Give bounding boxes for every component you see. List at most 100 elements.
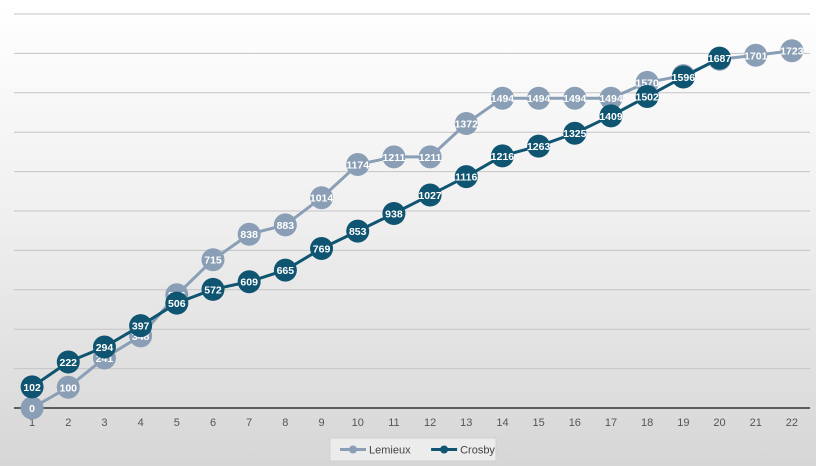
data-point xyxy=(382,145,406,169)
legend-marker xyxy=(349,445,357,454)
x-tick-label: 20 xyxy=(713,417,725,429)
data-label: 1494 xyxy=(599,93,623,105)
legend-item-lemieux: Lemieux xyxy=(340,445,411,457)
x-tick-label: 18 xyxy=(641,417,653,429)
data-point xyxy=(273,258,297,282)
data-label: 1701 xyxy=(744,50,768,62)
data-label: 1027 xyxy=(418,190,442,202)
data-label: 609 xyxy=(240,277,258,289)
legend-box xyxy=(329,437,497,462)
data-label: 1570 xyxy=(636,77,660,89)
data-point xyxy=(744,43,768,67)
x-tick-label: 19 xyxy=(677,417,689,429)
data-label: 1211 xyxy=(383,152,406,164)
data-label: 1687 xyxy=(708,53,732,65)
data-label: 1216 xyxy=(491,151,515,163)
data-label: 1372 xyxy=(455,118,479,130)
x-tick-label: 4 xyxy=(138,417,144,429)
data-label: 1174 xyxy=(346,160,369,172)
data-point xyxy=(56,375,80,399)
data-label: 102 xyxy=(23,382,41,394)
data-label: 1211 xyxy=(419,152,442,164)
x-tick-label: 16 xyxy=(569,417,581,429)
series-crosby: 102 222 294 397 506 572 609 665 769 853 938 1027 111… xyxy=(20,46,732,399)
data-label: 1723 xyxy=(780,46,804,58)
data-label: 883 xyxy=(277,220,295,232)
data-point xyxy=(563,86,587,110)
x-tick-label: 3 xyxy=(101,417,107,429)
data-point xyxy=(418,183,442,207)
x-tick-label: 7 xyxy=(246,417,252,429)
data-point xyxy=(20,375,44,399)
data-point xyxy=(599,86,623,110)
x-tick-label: 14 xyxy=(496,417,508,429)
data-label: 397 xyxy=(132,321,150,333)
data-point xyxy=(237,270,261,294)
data-point xyxy=(56,350,80,374)
data-point xyxy=(92,335,116,359)
data-point xyxy=(708,46,732,70)
data-label: 1409 xyxy=(599,111,623,123)
x-tick-label: 6 xyxy=(210,417,216,429)
data-point xyxy=(310,237,334,261)
data-point xyxy=(201,277,225,301)
legend-item-crosby: Crosby xyxy=(431,445,495,457)
data-label: 769 xyxy=(313,244,331,256)
x-tick-label: 15 xyxy=(533,417,545,429)
legend: Lemieux Crosby xyxy=(329,437,497,462)
x-tick-label: 13 xyxy=(460,417,472,429)
data-label: 222 xyxy=(60,357,78,369)
data-label: 572 xyxy=(204,284,222,296)
data-label: 1494 xyxy=(527,93,551,105)
data-point xyxy=(635,85,659,109)
series-lemieux: 0100241348546715838883101411741211121113… xyxy=(20,39,804,420)
data-point xyxy=(454,165,478,189)
x-tick-label: 9 xyxy=(318,417,324,429)
data-point xyxy=(129,314,153,338)
x-tick-label: 11 xyxy=(388,417,399,429)
legend-label: Lemieux xyxy=(369,445,411,457)
data-label: 294 xyxy=(96,342,114,354)
data-label: 938 xyxy=(385,208,403,220)
data-point xyxy=(165,291,189,315)
data-label: 0 xyxy=(29,403,35,415)
data-point xyxy=(273,213,297,237)
data-point xyxy=(382,201,406,225)
x-tick-label: 21 xyxy=(750,417,762,429)
data-point xyxy=(346,219,370,243)
data-point xyxy=(346,153,370,177)
data-label: 1502 xyxy=(636,92,660,104)
data-label: 1325 xyxy=(563,128,587,140)
x-tick-label: 5 xyxy=(174,417,180,429)
data-point xyxy=(671,65,695,89)
data-label: 715 xyxy=(204,255,222,267)
data-label: 665 xyxy=(277,265,295,277)
data-label: 853 xyxy=(349,226,367,238)
data-point xyxy=(527,134,551,158)
data-label: 1116 xyxy=(455,172,477,184)
data-label: 506 xyxy=(168,298,186,310)
data-label: 1263 xyxy=(527,141,551,153)
data-label: 1494 xyxy=(491,93,515,105)
x-tick-label: 17 xyxy=(605,417,617,429)
x-tick-label: 22 xyxy=(786,417,798,429)
data-point xyxy=(201,248,225,272)
data-point xyxy=(563,121,587,145)
series-group: 0100241348546715838883101411741211121113… xyxy=(20,39,804,420)
data-point xyxy=(599,104,623,128)
data-point xyxy=(780,39,804,63)
data-point xyxy=(527,86,551,110)
data-label: 1494 xyxy=(563,93,587,105)
x-tick-label: 10 xyxy=(352,417,364,429)
data-label: 1014 xyxy=(310,193,334,205)
legend-marker xyxy=(440,445,449,454)
data-label: 100 xyxy=(60,382,78,394)
data-point xyxy=(490,86,514,110)
x-tick-label: 8 xyxy=(282,417,288,429)
data-point xyxy=(20,396,44,420)
data-label: 1596 xyxy=(672,72,696,84)
legend-label: Crosby xyxy=(460,445,495,457)
data-point xyxy=(418,145,442,169)
data-point xyxy=(237,222,261,246)
